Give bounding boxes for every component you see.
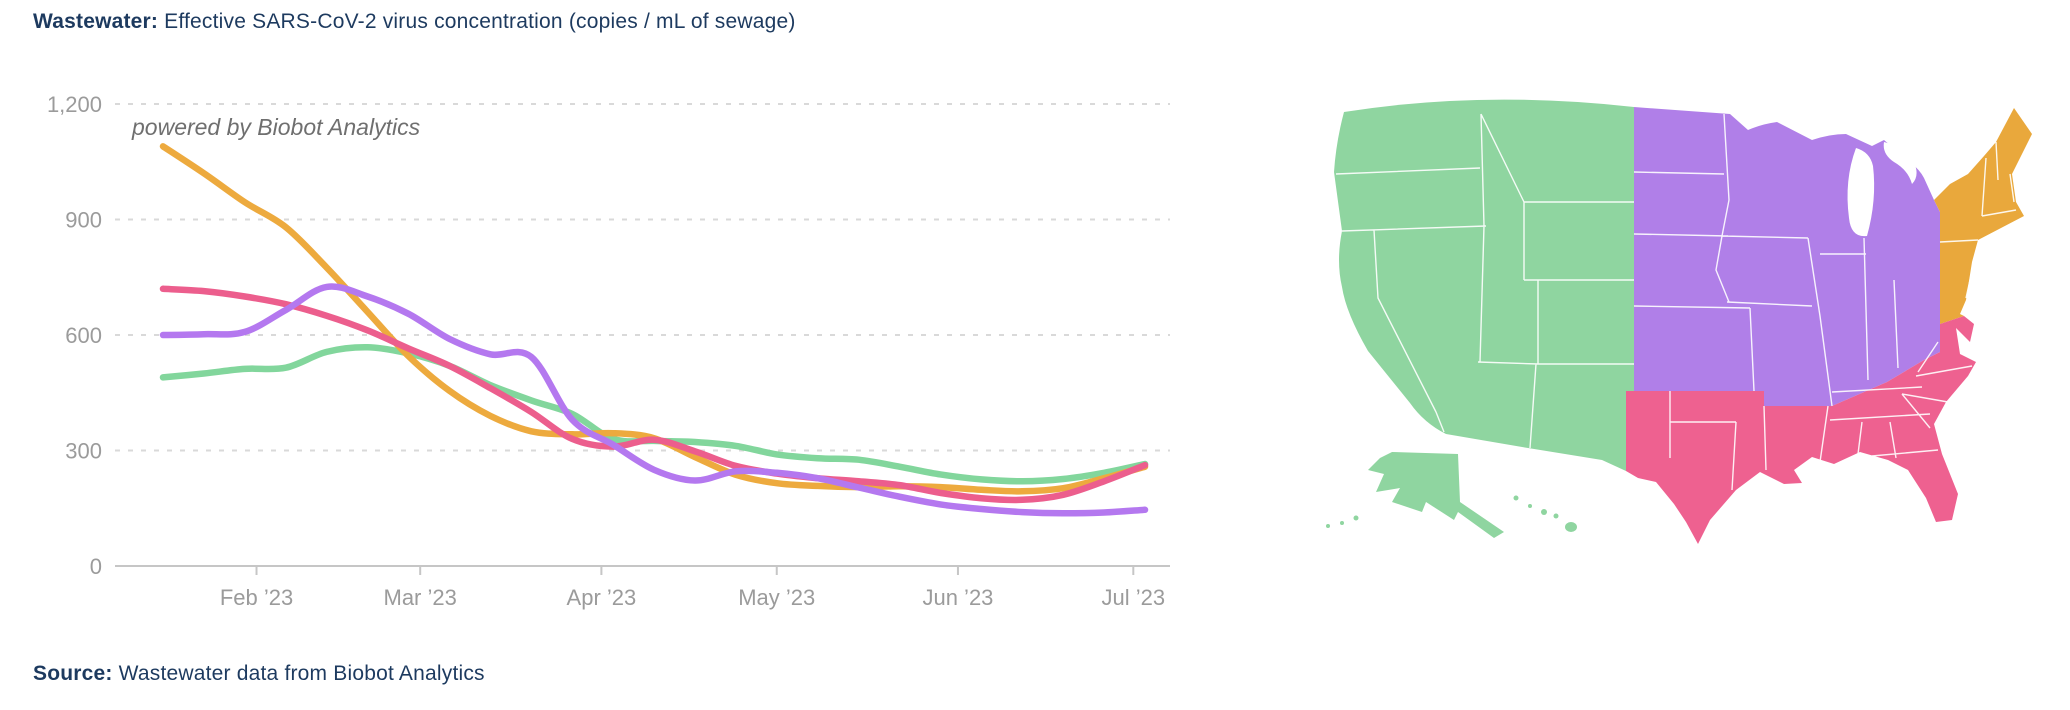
state-borders-south xyxy=(1669,341,1973,491)
x-axis-label: Apr ’23 xyxy=(567,585,637,610)
lake-huron xyxy=(1883,142,1917,184)
x-axis-label: Jul ’23 xyxy=(1102,585,1166,610)
page-title-text: Effective SARS-CoV-2 virus concentration… xyxy=(158,10,796,33)
source-note: Source: Wastewater data from Biobot Anal… xyxy=(33,662,485,686)
x-axis-label: Jun ’23 xyxy=(922,585,993,610)
state-borders-midwest xyxy=(1633,113,1899,407)
wastewater-line-chart: 0 300 600 900 1,200 Feb ’23 Mar ’23 Apr ’23 May … xyxy=(47,92,1170,610)
source-label: Source: xyxy=(33,662,113,685)
state-borders-northeast xyxy=(1939,141,2017,299)
map-region-alaska xyxy=(1368,452,1504,538)
y-axis-label: 1,200 xyxy=(47,92,102,117)
us-census-region-map xyxy=(1326,99,2032,544)
x-axis-label: Feb ’23 xyxy=(220,585,293,610)
x-axis-label: Mar ’23 xyxy=(384,585,457,610)
map-region-west xyxy=(1334,99,1634,471)
series-line-west xyxy=(159,344,1149,485)
state-borders-west xyxy=(1335,113,1634,449)
page-title-label: Wastewater: xyxy=(33,10,159,33)
y-axis-label: 0 xyxy=(90,554,102,579)
page-title: Wastewater: Effective SARS-CoV-2 virus c… xyxy=(33,10,796,34)
series-line-south xyxy=(159,285,1149,504)
series-line-midwest xyxy=(159,283,1149,517)
y-axis-label: 300 xyxy=(65,439,102,464)
map-region-hawaii xyxy=(1513,495,1577,532)
source-text: Wastewater data from Biobot Analytics xyxy=(112,662,485,685)
lake-michigan xyxy=(1847,148,1875,237)
y-axis-label: 600 xyxy=(65,323,102,348)
watermark: powered by Biobot Analytics xyxy=(131,114,421,140)
map-region-south xyxy=(1626,316,1976,544)
x-axis-label: May ’23 xyxy=(738,585,815,610)
map-region-aleutians xyxy=(1326,515,1359,528)
y-axis-label: 900 xyxy=(65,208,102,233)
